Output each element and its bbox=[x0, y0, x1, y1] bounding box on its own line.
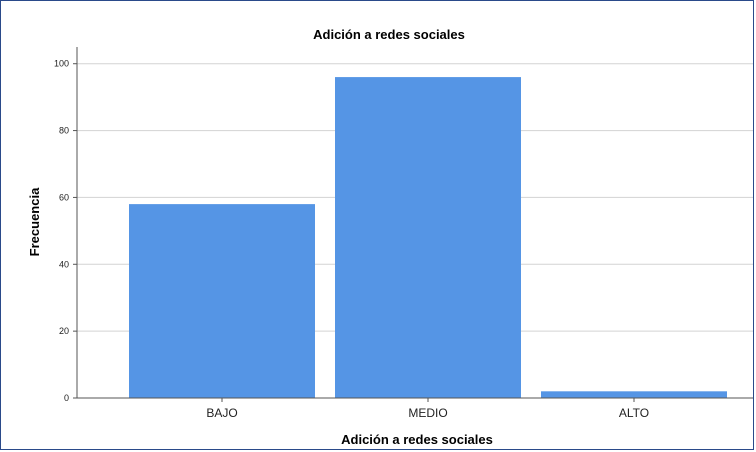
bar-bajo bbox=[129, 204, 315, 398]
y-tick-label: 20 bbox=[59, 326, 69, 336]
y-tick-label: 80 bbox=[59, 126, 69, 136]
y-tick-label: 40 bbox=[59, 259, 69, 269]
y-tick-label: 60 bbox=[59, 192, 69, 202]
x-tick-label: BAJO bbox=[206, 406, 237, 420]
x-tick-label: ALTO bbox=[619, 406, 649, 420]
x-tick-label: MEDIO bbox=[408, 406, 447, 420]
y-axis-label: Frecuencia bbox=[27, 187, 42, 256]
bar-alto bbox=[541, 391, 727, 398]
y-tick-label: 0 bbox=[64, 393, 69, 403]
bar-medio bbox=[335, 77, 521, 398]
bars bbox=[129, 77, 727, 398]
x-axis-label: Adición a redes sociales bbox=[341, 432, 493, 447]
y-tick-labels: 0 20 40 60 80 100 bbox=[54, 59, 69, 403]
x-tick-labels: BAJO MEDIO ALTO bbox=[206, 398, 649, 420]
chart-title: Adición a redes sociales bbox=[313, 27, 465, 42]
y-tick-label: 100 bbox=[54, 59, 69, 69]
